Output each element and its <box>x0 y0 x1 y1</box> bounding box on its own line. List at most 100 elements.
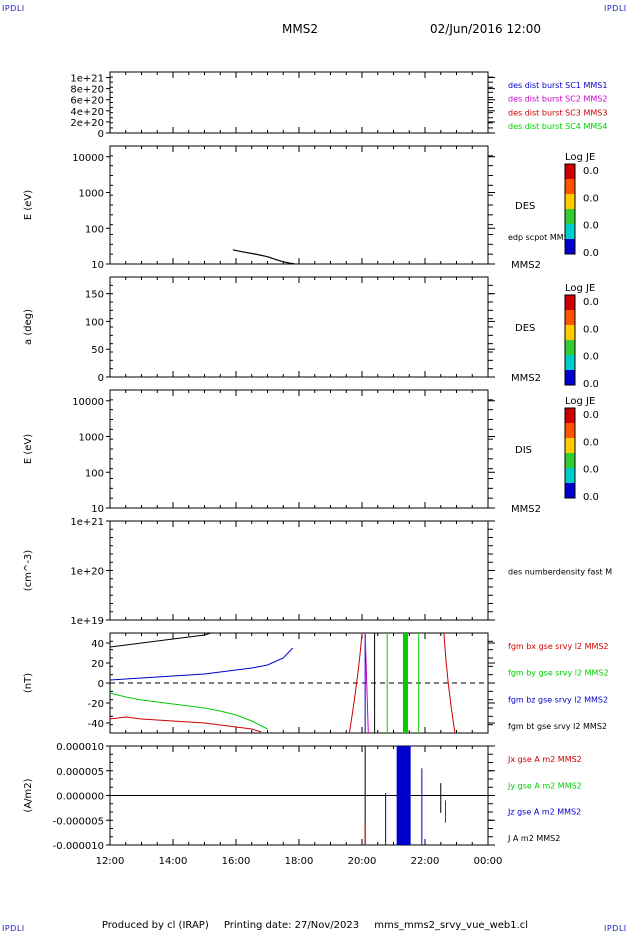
panel-instrument-label: MMS2 <box>511 504 541 515</box>
y-tick-label: -20 <box>88 699 104 710</box>
y-tick-label: -0.000005 <box>53 816 104 827</box>
y-tick-label: 1000 <box>79 433 104 444</box>
colorbar-segment <box>565 483 575 499</box>
panel-frame-4 <box>109 389 489 509</box>
x-tick-label: 12:00 <box>96 856 125 867</box>
burst-band <box>402 633 408 733</box>
y-tick-label: 0 <box>98 679 104 690</box>
legend-entry: des dist burst SC4 MMS4 <box>508 122 607 131</box>
colorbar-segment <box>565 423 575 439</box>
y-tick-label: 1e+19 <box>70 616 104 627</box>
legend-entry: J A m2 MMS2 <box>507 834 560 843</box>
colorbar-segment <box>565 164 575 180</box>
panel-instrument-label: MMS2 <box>511 260 541 271</box>
colorbar-tick-label: 0.0 <box>583 379 599 390</box>
legend-entry: fgm bt gse srvy l2 MMS2 <box>508 722 607 731</box>
page-title: MMS2 <box>282 22 318 36</box>
y-tick-label: 100 <box>85 224 104 235</box>
x-tick-label: 00:00 <box>474 856 503 867</box>
legend-entry: des dist burst SC3 MMS3 <box>508 108 607 117</box>
y-tick-label: -40 <box>88 719 104 730</box>
colorbar-frame <box>564 294 576 386</box>
legend-entry: des numberdensity fast M <box>508 568 612 577</box>
colorbar-frame <box>564 407 576 499</box>
burst-line <box>364 632 369 734</box>
x-tick-label: 16:00 <box>222 856 251 867</box>
y-tick-label: 0 <box>98 373 104 384</box>
logo-top-right: IPDLI <box>604 4 627 13</box>
y-tick-label: 1e+21 <box>70 517 104 528</box>
legend-entry: des dist burst SC2 MMS2 <box>508 95 607 104</box>
scpot-series-line <box>232 249 295 265</box>
colorbar-segment <box>565 325 575 341</box>
colorbar-segment <box>565 408 575 424</box>
y-tick-label: 2e+20 <box>70 118 104 129</box>
legend-entry: fgm bx gse srvy l2 MMS2 <box>508 642 609 651</box>
colorbar-segment <box>565 179 575 195</box>
colorbar-tick-label: 0.0 <box>583 352 599 363</box>
panel-instrument-label: MMS2 <box>511 373 541 384</box>
y-tick-label: 50 <box>91 345 104 356</box>
y-tick-label: 10 <box>91 260 104 271</box>
x-tick-label: 18:00 <box>285 856 314 867</box>
y-tick-label: 10000 <box>72 397 104 408</box>
y-tick-label: 1000 <box>79 189 104 200</box>
y-tick-label: 1e+21 <box>70 74 104 85</box>
footer-printing-date: Printing date: 27/Nov/2023 <box>223 920 360 931</box>
burst-curve <box>348 632 363 734</box>
colorbar-segment <box>565 295 575 311</box>
panel-frame-5 <box>109 520 489 621</box>
panel-frame-3 <box>109 276 489 378</box>
colorbar-tick-label: 0.0 <box>583 410 599 421</box>
colorbar-title: Log JE <box>565 283 595 294</box>
y-tick-label: 8e+20 <box>70 85 104 96</box>
y-tick-label: 10 <box>91 504 104 515</box>
legend-entry: fgm by gse srvy l2 MMS2 <box>508 669 609 678</box>
y-tick-label: 150 <box>85 290 104 301</box>
series-line <box>109 632 211 648</box>
y-tick-label: 6e+20 <box>70 96 104 107</box>
y-axis-label: a (deg) <box>23 309 34 345</box>
colorbar-segment <box>565 355 575 371</box>
y-tick-label: 40 <box>91 639 104 650</box>
y-axis-label: (nT) <box>23 673 34 693</box>
footer-produced-by: Produced by cl (IRAP) <box>101 920 209 931</box>
x-tick-label: 14:00 <box>159 856 188 867</box>
colorbar-title: Log JE <box>565 152 595 163</box>
logo-bottom-left: IPDLI <box>2 924 25 933</box>
x-tick-label: 22:00 <box>411 856 440 867</box>
panel-species-label: DIS <box>515 445 532 456</box>
footer-filename: mms_mms2_srvy_vue_web1.cl <box>374 920 529 931</box>
colorbar-segment <box>565 453 575 469</box>
colorbar-tick-label: 0.0 <box>583 193 599 204</box>
colorbar-frame <box>564 163 576 255</box>
colorbar-tick-label: 0.0 <box>583 166 599 177</box>
panel-species-label: DES <box>515 201 535 212</box>
panel-species-label: DES <box>515 323 535 334</box>
y-tick-label: 4e+20 <box>70 107 104 118</box>
colorbar-segment <box>565 239 575 255</box>
colorbar-title: Log JE <box>565 396 595 407</box>
overlay-label: edp scpot MMS2 <box>508 233 574 242</box>
colorbar-segment <box>565 468 575 484</box>
legend-entry: Jz gse A m2 MMS2 <box>507 808 581 817</box>
legend-entry: fgm bz gse srvy l2 MMS2 <box>508 695 608 704</box>
colorbar-tick-label: 0.0 <box>583 297 599 308</box>
y-axis-label: E (eV) <box>23 190 34 220</box>
y-tick-label: 100 <box>85 317 104 328</box>
colorbar-tick-label: 0.0 <box>583 437 599 448</box>
legend-entry: des dist burst SC1 MMS1 <box>508 81 607 90</box>
logo-bottom-right: IPDLI <box>604 924 627 933</box>
colorbar-segment <box>565 310 575 326</box>
series-line <box>109 716 262 733</box>
y-tick-label: 0.000000 <box>56 792 104 803</box>
x-tick-label: 20:00 <box>348 856 377 867</box>
y-axis-label: (cm^-3) <box>23 550 34 591</box>
colorbar-tick-label: 0.0 <box>583 492 599 503</box>
footer: Produced by cl (IRAP) Printing date: 27/… <box>0 920 630 931</box>
y-tick-label: 0.000005 <box>56 767 104 778</box>
colorbar-tick-label: 0.0 <box>583 465 599 476</box>
panel-frame-1 <box>109 71 489 134</box>
colorbar-tick-label: 0.0 <box>583 221 599 232</box>
